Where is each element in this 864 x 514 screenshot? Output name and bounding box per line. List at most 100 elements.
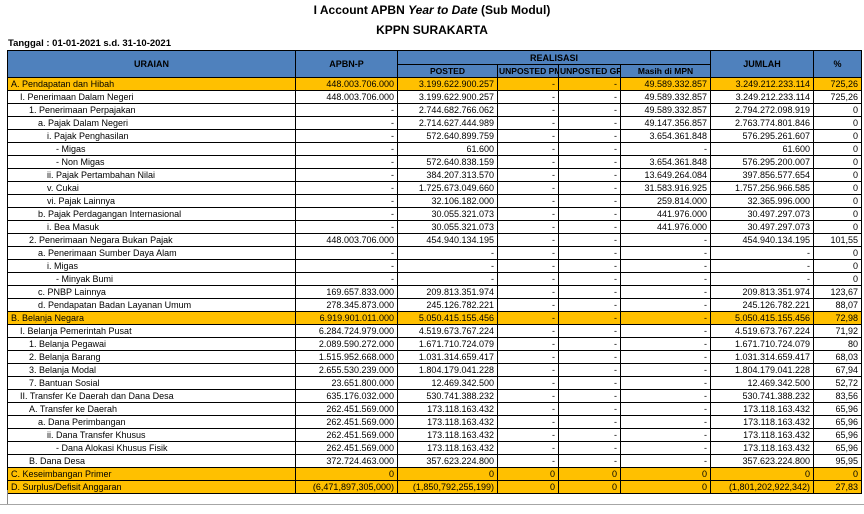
cell-unposted-pm: - (497, 363, 559, 377)
cell-unposted-pm: - (497, 454, 559, 468)
cell-percent: 0 (813, 181, 863, 195)
table-row: ii. Pajak Pertambahan Nilai -384.207.313.… (7, 168, 863, 182)
cell-percent: 95,95 (813, 454, 863, 468)
cell-posted: 0 (397, 467, 498, 481)
cell-unposted-pm: - (497, 311, 559, 325)
cell-unposted-gr: 0 (558, 480, 621, 494)
cell-unposted-pm: - (497, 181, 559, 195)
cell-posted: - (397, 259, 498, 273)
row-label: ii. Pajak Pertambahan Nilai (7, 168, 296, 182)
cell-apbnp: 2.089.590.272.000 (295, 337, 398, 351)
cell-jumlah: 245.126.782.221 (710, 298, 815, 312)
cell-percent: 0 (813, 207, 863, 221)
col-header-posted: POSTED (397, 64, 498, 78)
col-header-masih-di-mpn: Masih di MPN (619, 64, 712, 78)
row-label: 2. Penerimaan Negara Bukan Pajak (7, 233, 296, 247)
cell-masih-di-mpn: - (619, 246, 712, 260)
cell-percent: 0 (813, 246, 863, 260)
col-header-percent: % (813, 50, 863, 78)
cell-percent: 0 (813, 129, 863, 143)
cell-percent: 0 (813, 272, 863, 286)
cell-masih-di-mpn: - (619, 298, 712, 312)
row-label: 1. Penerimaan Perpajakan (7, 103, 296, 117)
title-prefix: I Account APBN (313, 3, 409, 17)
cell-apbnp: - (295, 220, 398, 234)
row-label: c. PNBP Lainnya (7, 285, 296, 299)
cell-posted: 32.106.182.000 (397, 194, 498, 208)
cell-apbnp: 278.345.873.000 (295, 298, 398, 312)
row-label: II. Transfer Ke Daerah dan Dana Desa (7, 389, 296, 403)
cell-percent: 65,96 (813, 402, 863, 416)
cell-apbnp: 6.919.901.011.000 (295, 311, 398, 325)
row-label: v. Cukai (7, 181, 296, 195)
cell-jumlah: (1,801,202,922,342) (710, 480, 815, 494)
row-label: A. Transfer ke Daerah (7, 402, 296, 416)
cell-unposted-gr: - (558, 441, 621, 455)
cell-posted: 173.118.163.432 (397, 402, 498, 416)
cell-unposted-pm: - (497, 376, 559, 390)
cell-percent: 27,83 (813, 480, 863, 494)
table-row: A. Transfer ke Daerah 262.451.569.000 173.… (7, 402, 863, 416)
cell-unposted-gr: - (558, 90, 621, 104)
cell-percent: 0 (813, 220, 863, 234)
cell-masih-di-mpn: - (619, 389, 712, 403)
row-label: 7. Bantuan Sosial (7, 376, 296, 390)
cell-percent: 0 (813, 259, 863, 273)
cell-unposted-pm: - (497, 285, 559, 299)
cell-unposted-pm: - (497, 428, 559, 442)
cell-posted: 530.741.388.232 (397, 389, 498, 403)
cell-jumlah: 173.118.163.432 (710, 428, 815, 442)
row-label: - Migas (7, 142, 296, 156)
cell-percent: 0 (813, 467, 863, 481)
table-row: - Dana Alokasi Khusus Fisik 262.451.569.0… (7, 441, 863, 455)
cell-jumlah: 0 (710, 467, 815, 481)
cell-jumlah: 2.763.774.801.846 (710, 116, 815, 130)
cell-unposted-gr: - (558, 220, 621, 234)
cell-masih-di-mpn: 49.147.356.857 (619, 116, 712, 130)
cell-jumlah: 3.249.212.233.114 (710, 90, 815, 104)
cell-masih-di-mpn: 3.654.361.848 (619, 129, 712, 143)
col-header-jumlah: JUMLAH (710, 50, 815, 78)
cell-masih-di-mpn: 49.589.332.857 (619, 103, 712, 117)
row-label: a. Dana Perimbangan (7, 415, 296, 429)
cell-unposted-pm: - (497, 103, 559, 117)
cell-posted: 30.055.321.073 (397, 207, 498, 221)
cell-unposted-gr: - (558, 77, 621, 91)
cell-masih-di-mpn: 31.583.916.925 (619, 181, 712, 195)
cell-posted: - (397, 272, 498, 286)
cell-apbnp: 262.451.569.000 (295, 402, 398, 416)
cell-jumlah: 3.249.212.233.114 (710, 77, 815, 91)
cell-jumlah: 576.295.261.607 (710, 129, 815, 143)
cell-jumlah: 5.050.415.155.456 (710, 311, 815, 325)
cell-jumlah: 173.118.163.432 (710, 402, 815, 416)
cell-posted: 384.207.313.570 (397, 168, 498, 182)
cell-apbnp: 262.451.569.000 (295, 441, 398, 455)
cell-unposted-gr: - (558, 181, 621, 195)
cell-unposted-gr: - (558, 155, 621, 169)
cell-unposted-gr: - (558, 272, 621, 286)
row-label: C. Keseimbangan Primer (7, 467, 296, 481)
row-label: B. Belanja Negara (7, 311, 296, 325)
cell-unposted-gr: - (558, 103, 621, 117)
cell-masih-di-mpn: - (619, 233, 712, 247)
cell-percent: 83,56 (813, 389, 863, 403)
cell-unposted-pm: - (497, 77, 559, 91)
cell-posted: 209.813.351.974 (397, 285, 498, 299)
table-row: vi. Pajak Lainnya -32.106.182.000- -259.81… (7, 194, 863, 208)
cell-jumlah: - (710, 246, 815, 260)
title-italic-part: Year to Date (408, 3, 478, 17)
cell-masih-di-mpn: - (619, 259, 712, 273)
cell-posted: 572.640.899.759 (397, 129, 498, 143)
cell-percent: 72,98 (813, 311, 863, 325)
cell-jumlah: 357.623.224.800 (710, 454, 815, 468)
cell-apbnp: - (295, 168, 398, 182)
cell-masih-di-mpn: - (619, 337, 712, 351)
table-row: v. Cukai -1.725.673.049.660- -31.583.916.9… (7, 181, 863, 195)
cell-apbnp: 448.003.706.000 (295, 233, 398, 247)
cell-apbnp: 635.176.032.000 (295, 389, 398, 403)
cell-unposted-pm: - (497, 389, 559, 403)
cell-masih-di-mpn: - (619, 441, 712, 455)
cell-unposted-gr: - (558, 454, 621, 468)
row-label: D. Surplus/Defisit Anggaran (7, 480, 296, 494)
cell-apbnp: 262.451.569.000 (295, 428, 398, 442)
